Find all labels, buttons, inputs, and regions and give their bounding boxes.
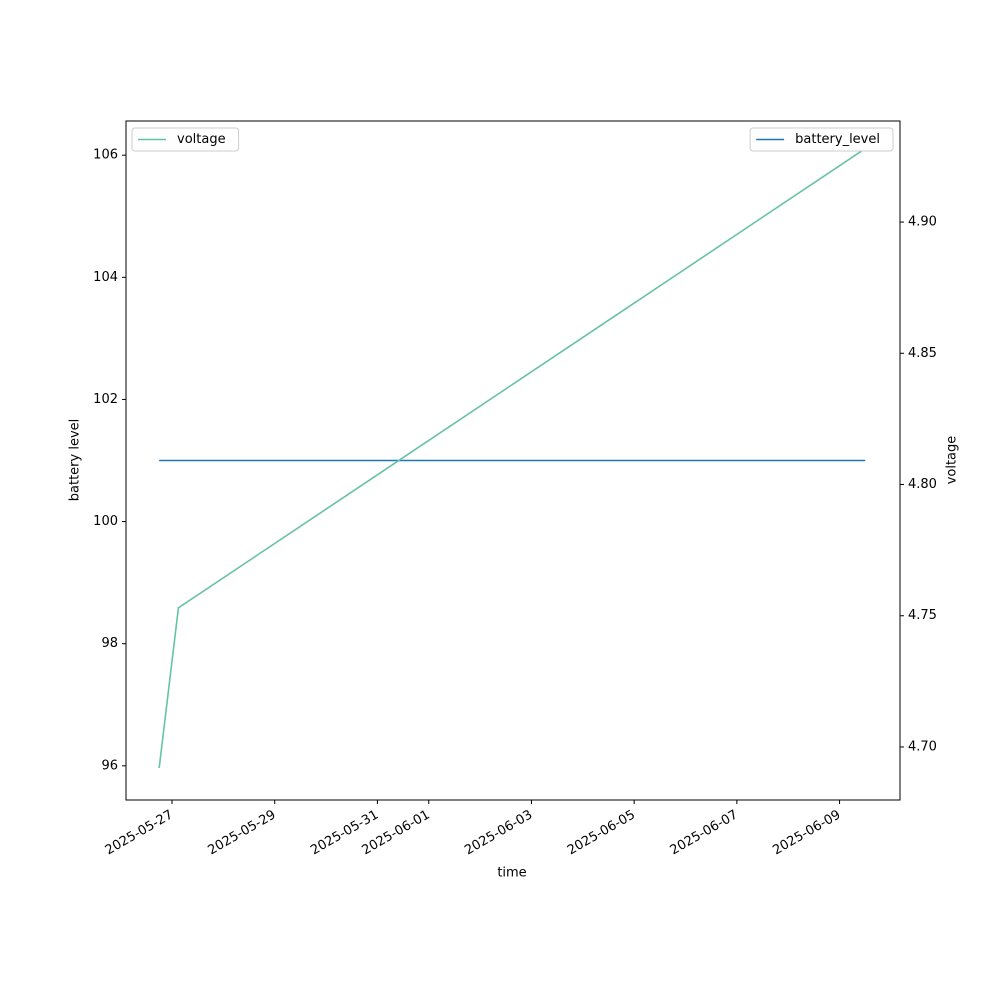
- plot-frame: [125, 120, 901, 801]
- y2-tick-label: 4.90: [908, 215, 937, 230]
- x-tick-label: 2025-06-09: [770, 808, 843, 859]
- y-tick-label: 96: [101, 758, 118, 773]
- y2-tick-label: 4.80: [908, 477, 937, 492]
- y2-tick-label: 4.75: [908, 608, 937, 623]
- line-y2: [158, 147, 866, 769]
- legend: battery_level: [749, 127, 894, 152]
- x-tick-label: 2025-05-27: [103, 808, 176, 859]
- y-tick-label: 102: [93, 392, 118, 407]
- x-tick-label: 2025-06-03: [462, 808, 535, 859]
- y2-axis-label: voltage: [945, 436, 960, 485]
- y-tick-label: 104: [93, 270, 118, 285]
- legend-box: [749, 127, 894, 152]
- x-tick-label: 2025-06-05: [565, 808, 638, 859]
- y-tick-label: 106: [93, 148, 118, 163]
- y2-tick-label: 4.85: [908, 346, 937, 361]
- x-tick-label: 2025-06-07: [668, 808, 741, 859]
- y-tick-label: 100: [93, 514, 118, 529]
- y-axis-label: battery level: [68, 419, 83, 502]
- legend: voltage: [131, 127, 240, 152]
- y-tick-label: 98: [101, 636, 118, 651]
- legend-label: battery_level: [795, 132, 880, 147]
- x-axis-label: time: [497, 866, 526, 881]
- y2-tick-label: 4.70: [908, 739, 937, 754]
- x-tick-label: 2025-05-29: [206, 808, 279, 859]
- legend-box: [131, 127, 240, 152]
- legend-label: voltage: [177, 132, 226, 147]
